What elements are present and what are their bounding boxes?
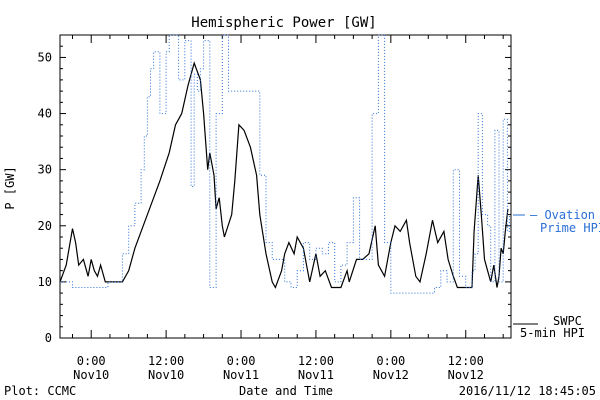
legend-swpc: SWPC 5-min HPI — [513, 314, 585, 340]
y-tick-label: 30 — [38, 163, 52, 177]
legend-ovation-line1: Ovation — [544, 208, 595, 222]
x-tick-day-label: Nov11 — [223, 368, 259, 382]
y-tick-label: 0 — [45, 331, 52, 345]
legend-swpc-line1: SWPC — [553, 314, 582, 328]
y-axis-label: P [GW] — [3, 166, 17, 209]
legend-ovation-line2: Prime HPI — [540, 221, 600, 235]
x-axis-label: Date and Time — [239, 384, 333, 398]
x-tick-time-label: 0:00 — [376, 354, 405, 368]
legend-ovation-dash: – — [530, 208, 544, 222]
y-tick-label: 10 — [38, 275, 52, 289]
series-layer — [59, 34, 510, 294]
plot-frame — [59, 34, 512, 339]
x-tick-day-label: Nov10 — [148, 368, 184, 382]
x-tick-time-label: 12:00 — [298, 354, 334, 368]
legend-ovation: – Ovation Prime HPI — [513, 208, 600, 235]
series-line-ovation — [60, 34, 510, 294]
x-tick-time-label: 12:00 — [448, 354, 484, 368]
plot-timestamp: 2016/11/12 18:45:05 — [459, 384, 596, 398]
chart-title: Hemispheric Power [GW] — [191, 15, 376, 31]
x-tick-day-label: Nov11 — [298, 368, 334, 382]
x-tick-time-label: 0:00 — [227, 354, 256, 368]
series-line-swpc — [59, 61, 509, 289]
y-tick-label: 40 — [38, 107, 52, 121]
y-axis-ticks: 0 10 20 30 40 50 — [38, 45, 511, 345]
plot-credit: Plot: CCMC — [4, 384, 76, 398]
x-tick-time-label: 0:00 — [77, 354, 106, 368]
x-tick-day-label: Nov12 — [448, 368, 484, 382]
legend-swpc-line2: 5-min HPI — [520, 326, 585, 340]
y-tick-label: 50 — [38, 50, 52, 64]
x-tick-day-label: Nov12 — [373, 368, 409, 382]
x-tick-time-label: 12:00 — [148, 354, 184, 368]
svg-text:– Ovation: – Ovation — [530, 208, 595, 222]
x-tick-day-label: Nov10 — [73, 368, 109, 382]
x-axis-ticks: 0:00Nov1012:00Nov100:00Nov1112:00Nov110:… — [71, 35, 504, 382]
y-tick-label: 20 — [38, 219, 52, 233]
